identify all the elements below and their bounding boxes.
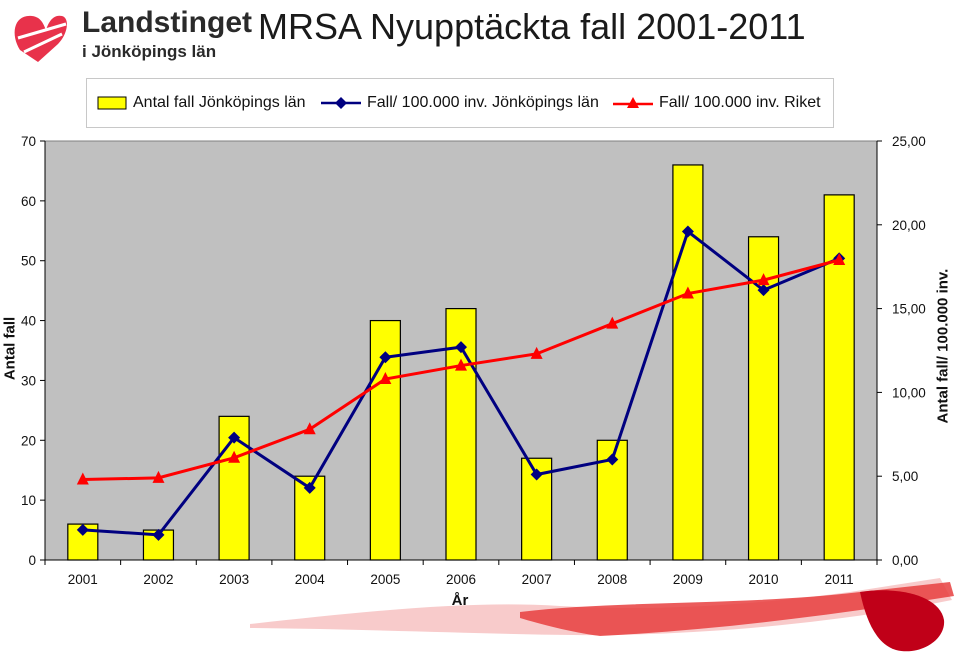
y-tick-label: 10 xyxy=(21,493,36,508)
legend-label-jonkoping: Fall/ 100.000 inv. Jönköpings län xyxy=(367,94,599,111)
point-diamond-2010 xyxy=(757,284,770,297)
x-tick-label: 2008 xyxy=(597,572,627,587)
logo-subtitle: i Jönköpings län xyxy=(82,42,217,61)
x-tick-label: 2002 xyxy=(143,572,173,587)
point-triangle-2005 xyxy=(379,371,392,384)
x-axis-title: År xyxy=(451,592,469,609)
legend-item-jonkoping: Fall/ 100.000 inv. Jönköpings län xyxy=(321,93,599,113)
point-diamond-2009 xyxy=(681,225,694,238)
legend-triangle-line-swatch xyxy=(613,97,653,108)
point-diamond-2004 xyxy=(303,481,316,494)
ribbon-band-light xyxy=(250,578,952,636)
point-triangle-2009 xyxy=(681,286,694,299)
y2-tick-label: 10,00 xyxy=(892,385,926,400)
ribbon-band-red xyxy=(520,582,954,636)
y-tick-label: 50 xyxy=(21,254,36,269)
y2-tick-label: 0,00 xyxy=(892,553,918,568)
legend-item-bars: Antal fall Jönköpings län xyxy=(97,93,306,113)
legend-label-riket: Fall/ 100.000 inv. Riket xyxy=(659,94,821,111)
point-triangle-2007 xyxy=(530,346,543,359)
logo-name: Landstinget xyxy=(82,6,252,39)
y2-tick-label: 5,00 xyxy=(892,469,918,484)
decorative-ribbon xyxy=(250,578,954,652)
x-tick-label: 2001 xyxy=(68,572,98,587)
point-triangle-2001 xyxy=(76,472,89,485)
point-triangle-2006 xyxy=(455,358,467,371)
point-diamond-2001 xyxy=(76,523,89,536)
y2-tick-label: 20,00 xyxy=(892,218,926,233)
y-tick-label: 40 xyxy=(21,314,36,329)
y2-tick-label: 15,00 xyxy=(892,302,926,317)
x-tick-label: 2003 xyxy=(219,572,249,587)
point-diamond-2006 xyxy=(455,341,467,354)
chart-legend: Antal fall Jönköpings län Fall/ 100.000 … xyxy=(86,78,834,128)
point-diamond-2003 xyxy=(228,431,241,444)
point-diamond-2007 xyxy=(530,468,543,481)
bar-2009 xyxy=(672,164,704,561)
y-tick-label: 60 xyxy=(21,194,36,209)
y2-tick-label: 25,00 xyxy=(892,134,926,149)
logo-heart-icon xyxy=(14,15,67,63)
y-tick-label: 30 xyxy=(21,373,36,388)
point-diamond-2005 xyxy=(379,351,392,364)
point-triangle-2004 xyxy=(303,422,316,435)
point-triangle-2010 xyxy=(757,273,770,286)
y-axis-title: Antal fall xyxy=(1,316,19,381)
legend-bar-swatch xyxy=(97,96,127,110)
x-tick-label: 2004 xyxy=(295,572,326,587)
point-triangle-2002 xyxy=(152,470,165,483)
y-tick-label: 70 xyxy=(21,134,36,149)
chart-title: MRSA Nyupptäckta fall 2001-2011 xyxy=(258,6,806,47)
point-diamond-2008 xyxy=(606,453,619,466)
y2-axis-title: Antal fall/ 100.000 inv. xyxy=(934,268,952,424)
point-triangle-2003 xyxy=(228,450,241,463)
x-tick-label: 2006 xyxy=(446,572,476,587)
y-tick-label: 20 xyxy=(21,433,36,448)
y-tick-label: 0 xyxy=(28,553,36,568)
legend-label-bars: Antal fall Jönköpings län xyxy=(133,94,306,111)
point-triangle-2011 xyxy=(833,252,846,265)
logo: Landstinget i Jönköpings län xyxy=(8,4,258,64)
bar-2011 xyxy=(823,194,855,561)
legend-diamond-line-swatch xyxy=(321,97,361,109)
ribbon-curl xyxy=(860,590,945,652)
x-tick-label: 2005 xyxy=(370,572,400,587)
legend-item-riket: Fall/ 100.000 inv. Riket xyxy=(613,93,821,113)
x-tick-label: 2011 xyxy=(825,572,854,587)
x-tick-label: 2010 xyxy=(749,572,779,587)
point-diamond-2002 xyxy=(152,528,165,541)
x-tick-label: 2009 xyxy=(673,572,703,587)
point-triangle-2008 xyxy=(606,316,619,329)
x-tick-label: 2007 xyxy=(522,572,552,587)
